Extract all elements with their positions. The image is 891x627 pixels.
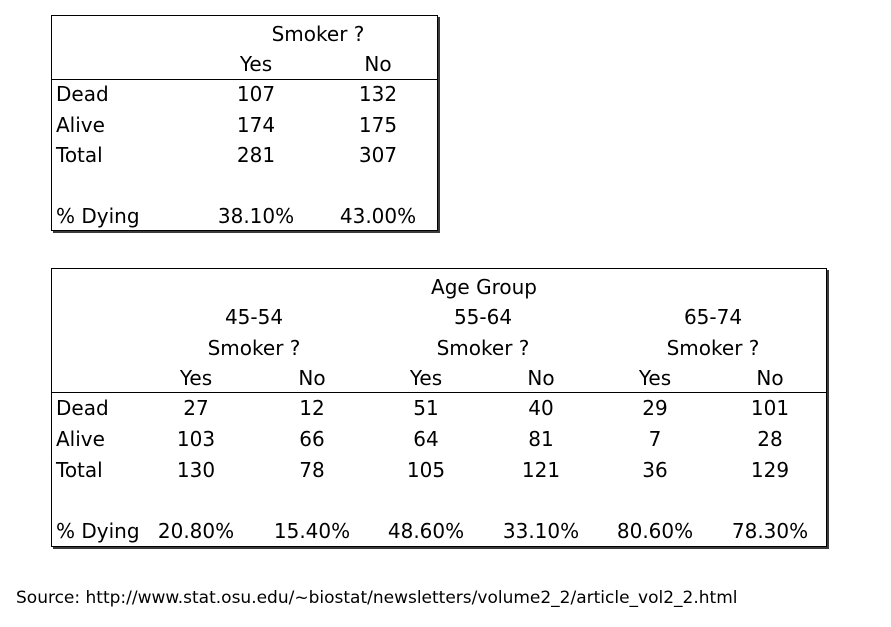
table2-pct-55-64-yes: 48.60% <box>387 519 465 543</box>
table2-smoker-65-74: Smoker ? <box>666 336 760 360</box>
table2-age-55-64: 55-64 <box>453 305 513 329</box>
table2-header-rule <box>52 392 826 393</box>
table2-col-yes-55-64: Yes <box>409 366 443 390</box>
table2-alive-55-64-no: 81 <box>528 427 554 451</box>
smoking-summary-table: Smoker ? Yes No Dead 107 132 Alive 174 1… <box>51 15 438 231</box>
table1-header-rule <box>52 79 437 80</box>
table2-alive-65-74-no: 28 <box>757 427 783 451</box>
table2-col-no-55-64: No <box>527 366 555 390</box>
table1-alive-yes: 174 <box>236 113 276 137</box>
table2-pct-65-74-no: 78.30% <box>731 519 809 543</box>
table2-pct-45-54-no: 15.40% <box>273 519 351 543</box>
table1-dead-yes: 107 <box>236 82 276 106</box>
table2-alive-55-64-yes: 64 <box>413 427 439 451</box>
source-citation: Source: http://www.stat.osu.edu/~biostat… <box>16 588 738 608</box>
table1-dead-no: 132 <box>358 82 398 106</box>
table2-total-55-64-yes: 105 <box>406 458 446 482</box>
table1-pct-no: 43.00% <box>339 204 417 228</box>
table1-row-label-pct: % Dying <box>56 204 140 228</box>
age-group-table: Age Group 45-54 55-64 65-74 Smoker ? Smo… <box>51 268 827 547</box>
table1-row-label-total: Total <box>56 143 103 167</box>
table2-alive-65-74-yes: 7 <box>648 427 662 451</box>
table2-dead-45-54-no: 12 <box>299 396 325 420</box>
table2-pct-45-54-yes: 20.80% <box>157 519 235 543</box>
table2-row-label-dead: Dead <box>56 396 109 420</box>
table2-row-label-pct: % Dying <box>56 519 140 543</box>
table2-dead-55-64-no: 40 <box>528 396 554 420</box>
table2-total-65-74-no: 129 <box>750 458 790 482</box>
table2-col-no-45-54: No <box>298 366 326 390</box>
table1-row-label-alive: Alive <box>56 113 105 137</box>
table2-age-45-54: 45-54 <box>224 305 284 329</box>
table2-dead-65-74-no: 101 <box>750 396 790 420</box>
table1-col-no: No <box>364 52 392 76</box>
table2-col-no-65-74: No <box>756 366 784 390</box>
table2-dead-55-64-yes: 51 <box>413 396 439 420</box>
table2-col-yes-65-74: Yes <box>638 366 672 390</box>
table1-total-no: 307 <box>358 143 398 167</box>
table2-total-55-64-no: 121 <box>521 458 561 482</box>
table2-header: Age Group <box>431 275 537 299</box>
table2-pct-55-64-no: 33.10% <box>502 519 580 543</box>
table1-header: Smoker ? <box>271 22 365 46</box>
table1-total-yes: 281 <box>236 143 276 167</box>
table2-smoker-45-54: Smoker ? <box>207 336 301 360</box>
table2-col-yes-45-54: Yes <box>179 366 213 390</box>
table1-alive-no: 175 <box>358 113 398 137</box>
table2-dead-45-54-yes: 27 <box>183 396 209 420</box>
table2-age-65-74: 65-74 <box>683 305 743 329</box>
table2-pct-65-74-yes: 80.60% <box>616 519 694 543</box>
table2-total-45-54-no: 78 <box>299 458 325 482</box>
table2-total-65-74-yes: 36 <box>642 458 668 482</box>
table2-alive-45-54-yes: 103 <box>176 427 216 451</box>
table2-dead-65-74-yes: 29 <box>642 396 668 420</box>
table1-col-yes: Yes <box>239 52 273 76</box>
table2-row-label-alive: Alive <box>56 427 105 451</box>
table2-total-45-54-yes: 130 <box>176 458 216 482</box>
table2-alive-45-54-no: 66 <box>299 427 325 451</box>
table1-pct-yes: 38.10% <box>217 204 295 228</box>
table2-smoker-55-64: Smoker ? <box>436 336 530 360</box>
table1-row-label-dead: Dead <box>56 82 109 106</box>
table2-row-label-total: Total <box>56 458 103 482</box>
